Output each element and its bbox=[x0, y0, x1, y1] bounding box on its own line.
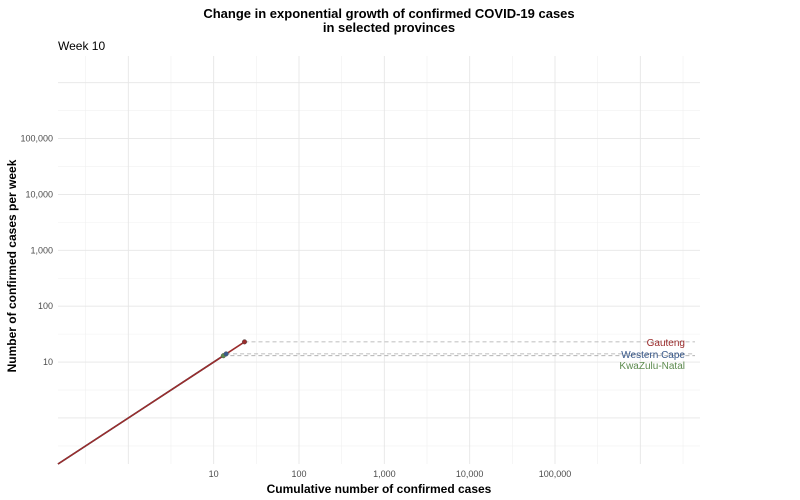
x-tick-label: 100,000 bbox=[539, 469, 572, 479]
x-tick-label: 1,000 bbox=[373, 469, 396, 479]
series-end-label: Western Cape bbox=[621, 350, 685, 361]
series-end-point bbox=[241, 339, 248, 345]
y-tick-label: 100 bbox=[38, 301, 53, 311]
x-axis-title: Cumulative number of confirmed cases bbox=[267, 482, 492, 496]
y-tick-label: 1,000 bbox=[30, 245, 53, 255]
x-tick-label: 100 bbox=[291, 469, 306, 479]
y-axis-ticks: 10 100 1,000 10,000 100,000 bbox=[20, 134, 53, 368]
series-end-point bbox=[223, 351, 229, 357]
chart-title-line2: in selected provinces bbox=[323, 20, 455, 35]
chart-subtitle: Week 10 bbox=[58, 39, 105, 53]
x-tick-label: 10,000 bbox=[456, 469, 484, 479]
chart-title-line1: Change in exponential growth of confirme… bbox=[203, 6, 574, 21]
y-tick-label: 10 bbox=[43, 357, 53, 367]
series-layer bbox=[57, 339, 248, 465]
x-tick-label: 10 bbox=[209, 469, 219, 479]
y-axis-title: Number of confirmed cases per week bbox=[5, 159, 19, 372]
series-end-label: Gauteng bbox=[647, 338, 685, 349]
x-axis-ticks: 10 100 1,000 10,000 100,000 bbox=[209, 469, 572, 479]
plot-grid bbox=[58, 56, 700, 464]
y-tick-label: 100,000 bbox=[20, 134, 53, 144]
y-tick-label: 10,000 bbox=[25, 189, 53, 199]
series-line bbox=[57, 341, 245, 465]
series-end-label: KwaZulu-Natal bbox=[619, 361, 685, 372]
